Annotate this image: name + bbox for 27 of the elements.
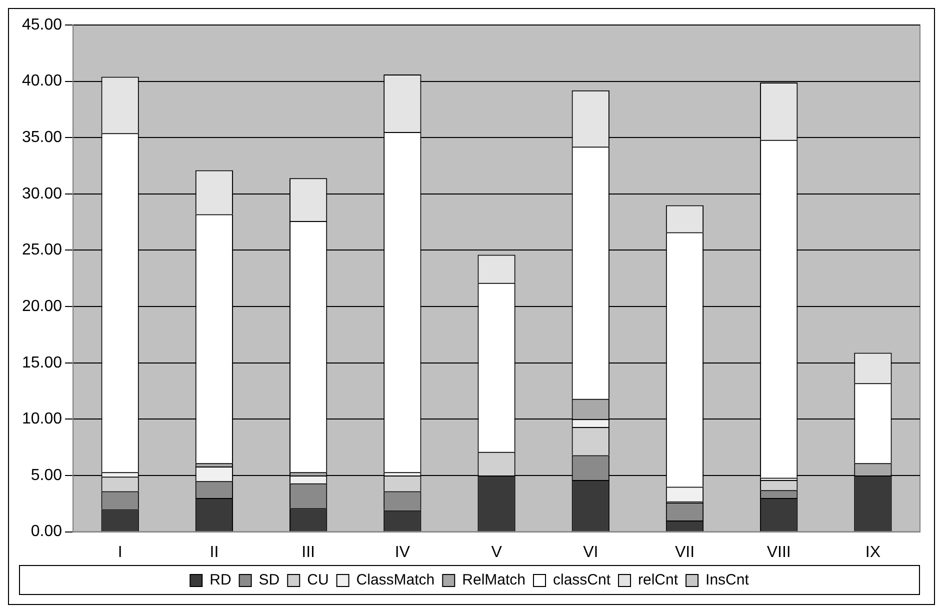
- legend-label: ClassMatch: [356, 572, 435, 589]
- y-tick-label: 35.00: [22, 129, 62, 146]
- legend-label: SD: [258, 572, 280, 589]
- x-tick-label: II: [210, 544, 219, 561]
- x-tick-label: VII: [674, 544, 695, 561]
- x-tick-label: IX: [865, 544, 881, 561]
- x-tick-label: VIII: [766, 544, 791, 561]
- legend-label: RD: [210, 572, 232, 589]
- legend-label: CU: [307, 572, 329, 589]
- x-tick-label: VI: [583, 544, 598, 561]
- y-tick-label: 40.00: [22, 72, 62, 90]
- legend-label: relCnt: [638, 572, 679, 589]
- y-tick-label: 20.00: [22, 298, 62, 315]
- y-tick-label: 5.00: [30, 466, 62, 484]
- y-tick-label: 25.00: [22, 242, 62, 259]
- y-tick-label: 10.00: [22, 410, 62, 428]
- legend-label: RelMatch: [462, 572, 526, 589]
- legend-label: classCnt: [553, 572, 612, 589]
- y-tick-label: 30.00: [22, 185, 62, 202]
- y-tick-label: 0.00: [30, 523, 62, 540]
- x-tick-label: I: [118, 544, 122, 561]
- x-tick-label: III: [302, 544, 315, 561]
- legend-label: InsCnt: [706, 572, 750, 589]
- y-tick-label: 15.00: [22, 354, 62, 372]
- x-tick-label: V: [491, 544, 502, 561]
- x-tick-label: IV: [394, 544, 410, 561]
- y-tick-label: 45.00: [22, 16, 62, 34]
